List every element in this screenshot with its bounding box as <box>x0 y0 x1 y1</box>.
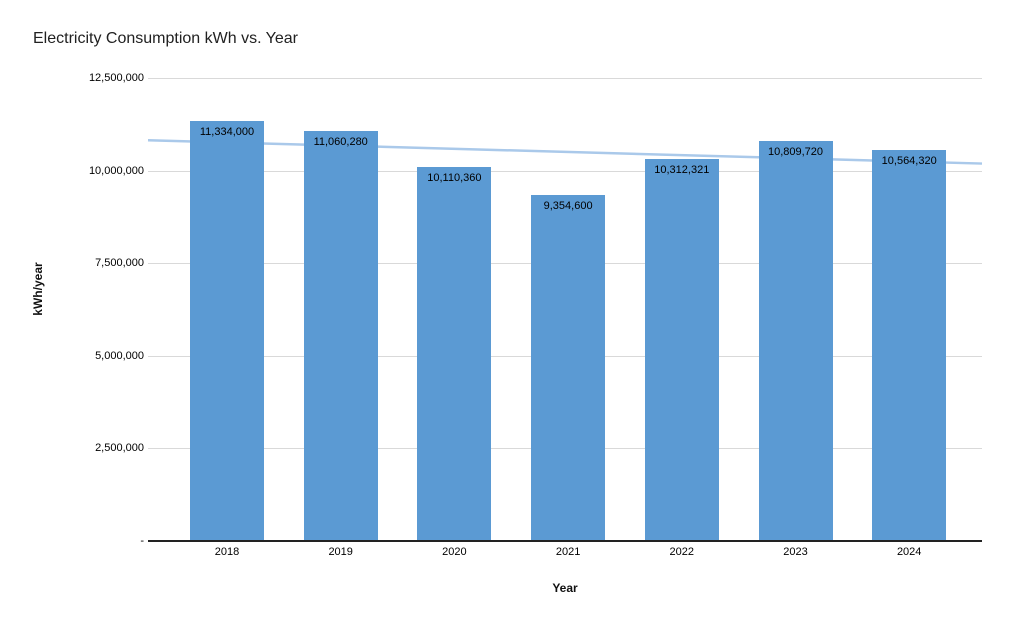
bar-value-label: 11,060,280 <box>313 136 368 149</box>
x-tick-label: 2024 <box>896 546 922 558</box>
bar[interactable]: 10,110,360 <box>417 166 492 541</box>
bar[interactable]: 11,334,000 <box>190 121 264 541</box>
bar-value-label: 10,809,720 <box>767 145 824 158</box>
bar-value-label: 11,334,000 <box>199 126 255 139</box>
bar-value-label: 10,312,321 <box>654 164 710 177</box>
trendline[interactable] <box>147 138 983 165</box>
bar-value-label: 10,110,360 <box>427 171 482 184</box>
x-axis-line <box>148 540 982 542</box>
gridline <box>148 78 982 79</box>
bar-value-label: 10,564,320 <box>881 154 937 167</box>
y-tick-label: 5,000,000 <box>95 349 144 362</box>
trendline-layer <box>147 138 983 165</box>
y-tick-label: - <box>140 535 144 547</box>
y-tick-label: 10,000,000 <box>88 164 144 177</box>
bar-value-label: 9,354,600 <box>543 199 593 212</box>
x-axis-title: Year <box>552 581 578 595</box>
x-tick-label: 2021 <box>555 546 581 558</box>
bar[interactable]: 10,809,720 <box>758 140 833 541</box>
y-tick-label: 7,500,000 <box>95 257 144 270</box>
x-tick-label: 2018 <box>214 546 240 558</box>
bar[interactable]: 9,354,600 <box>531 194 606 541</box>
x-tick-label: 2020 <box>442 546 467 558</box>
bar[interactable]: 10,312,321 <box>644 159 719 541</box>
bar[interactable]: 11,060,280 <box>303 131 378 541</box>
y-tick-label: 2,500,000 <box>95 442 144 455</box>
chart-title: Electricity Consumption kWh vs. Year <box>33 30 298 47</box>
y-axis-title: kWh/year <box>31 262 45 316</box>
x-tick-label: 2023 <box>783 546 808 558</box>
x-tick-label: 2019 <box>328 546 353 558</box>
x-axis-tick-labels: 2018 2019 2020 2021 2022 2023 2024 <box>148 546 982 560</box>
y-axis-tick-labels: 12,500,000 10,000,000 7,500,000 5,000,000 2,… <box>44 72 144 547</box>
y-tick-label: 12,500,000 <box>88 72 144 84</box>
gridline <box>148 170 982 172</box>
plot-area: 11,334,000 11,060,280 10,110,360 9,354,600 1… <box>147 78 983 541</box>
x-tick-label: 2022 <box>669 546 695 558</box>
bar[interactable]: 10,564,320 <box>872 149 947 541</box>
